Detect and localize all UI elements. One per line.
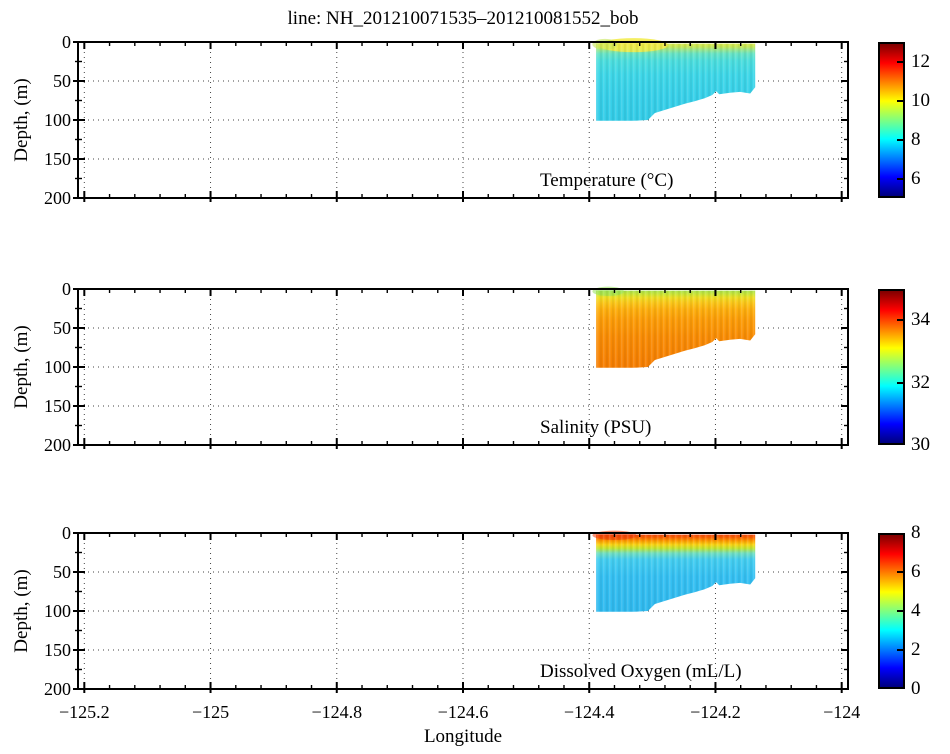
y-tick-label: 0 — [62, 523, 71, 543]
y-tick-label: 150 — [44, 396, 71, 416]
axes-salinity: Salinity (PSU) — [73, 286, 849, 449]
colorbar-tick-label: 30 — [911, 434, 930, 455]
y-tick-label: 50 — [53, 562, 71, 582]
axes-temperature: Temperature (°C) — [73, 38, 849, 202]
y-tick-label: 200 — [44, 188, 71, 208]
axes-border — [77, 532, 849, 690]
colorbar-tick — [897, 138, 903, 141]
y-tick-label: 150 — [44, 640, 71, 660]
colorbar-tick — [897, 381, 903, 384]
colorbar-tick-label: 8 — [911, 128, 921, 150]
x-tick-label: −124.2 — [690, 702, 741, 722]
colorbar-tick — [897, 99, 903, 102]
colorbar-tick-label: 12 — [911, 50, 930, 72]
x-tick-label: −125 — [191, 702, 230, 722]
colorbar-tick — [897, 60, 903, 63]
x-tick-label: −124.4 — [563, 702, 615, 722]
x-tick-label: −125.2 — [58, 702, 110, 722]
figure-title: line: NH_201210071535–201210081552_bob — [287, 8, 639, 29]
y-tick-label: 0 — [62, 279, 71, 299]
data-patch-texture — [596, 534, 756, 612]
x-tick-label: −124.8 — [311, 702, 363, 722]
colorbar-tick — [897, 319, 903, 322]
colorbar-tick — [897, 177, 903, 180]
data-patch-texture — [596, 43, 756, 121]
x-tick-label: −124 — [823, 702, 861, 722]
y-axis-label: Depth, (m) — [11, 78, 32, 162]
colorbar-tick — [897, 571, 903, 573]
y-tick-label: 150 — [44, 149, 71, 169]
colorbar-tick — [897, 610, 903, 612]
x-axis-label: Longitude — [423, 726, 503, 747]
panel-label-temperature: Temperature (°C) — [540, 170, 673, 191]
data-patch-texture — [596, 290, 756, 368]
y-tick-label: 200 — [44, 435, 71, 455]
axes-border — [77, 288, 849, 446]
y-tick-label: 100 — [44, 601, 71, 621]
x-tick-label: −124.6 — [437, 702, 489, 722]
colorbar-tick-label: 34 — [911, 309, 930, 331]
y-axis-label: Depth, (m) — [11, 325, 32, 409]
y-axis-label: Depth, (m) — [11, 569, 32, 653]
colorbar-tick-label: 32 — [911, 371, 930, 393]
y-tick-label: 50 — [53, 318, 71, 338]
colorbar-tick-label: 6 — [911, 561, 921, 582]
y-tick-label: 100 — [44, 357, 71, 377]
colorbar-tick-label: 8 — [911, 522, 921, 543]
colorbar-tick-label: 10 — [911, 89, 930, 111]
y-tick-label: 50 — [53, 71, 71, 91]
panel-label-dissolved-oxygen: Dissolved Oxygen (mL/L) — [540, 661, 742, 682]
y-tick-label: 100 — [44, 110, 71, 130]
colorbar-tick-label: 6 — [911, 167, 921, 189]
colorbar-salinity — [878, 289, 905, 445]
axes-dissolved-oxygen: Dissolved Oxygen (mL/L) — [73, 530, 849, 693]
y-tick-label: 200 — [44, 679, 71, 699]
colorbar-tick-label: 0 — [911, 678, 921, 699]
colorbar-temperature — [878, 42, 905, 198]
y-tick-label: 0 — [62, 32, 71, 52]
axes-border — [77, 41, 849, 199]
colorbar-tick-label: 4 — [911, 600, 921, 621]
colorbar-tick-label: 2 — [911, 639, 921, 660]
colorbar-tick — [897, 649, 903, 651]
panel-label-salinity: Salinity (PSU) — [540, 417, 651, 438]
